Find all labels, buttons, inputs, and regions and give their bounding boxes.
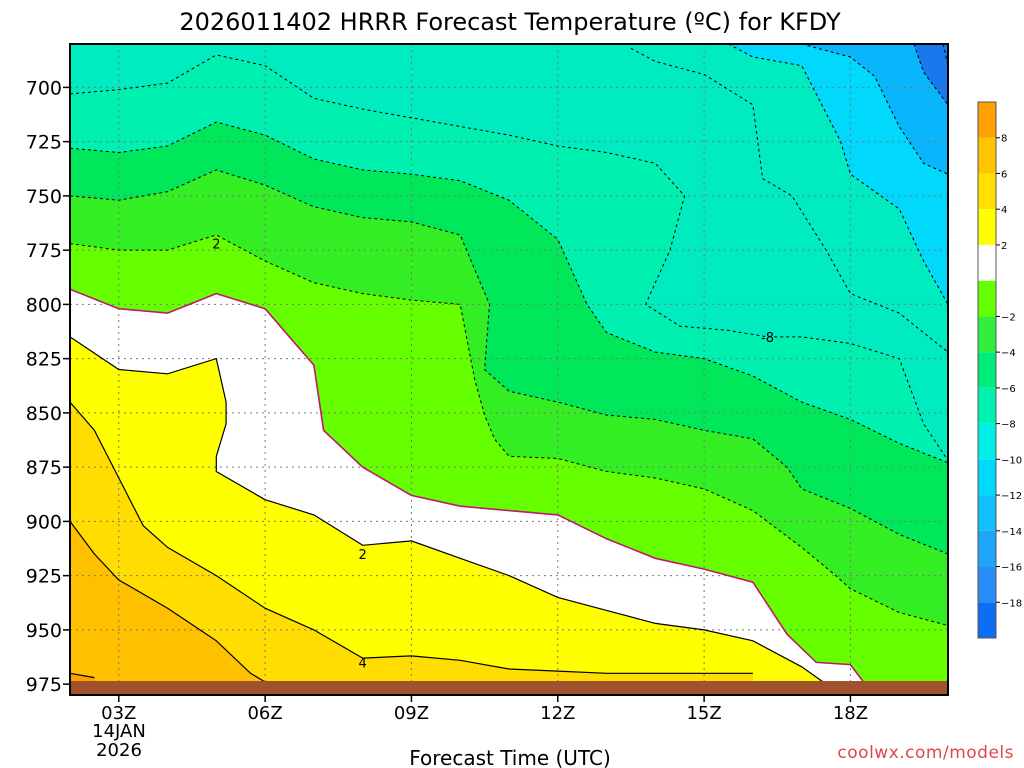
colorbar-frame: [977, 101, 997, 639]
x-tick-label: 03Z: [101, 703, 136, 724]
y-axis: 700 725 750 775 800 825 850 875 900 925 950 975: [26, 77, 70, 696]
colorbar: 8 6 4 2 −2 −4 −6 −8 −10 −12 −14 −16 −18: [977, 101, 1022, 639]
colorbar-segment: [978, 602, 996, 638]
colorbar-segment: [978, 423, 996, 460]
y-tick-label: 900: [26, 511, 62, 533]
y-tick-label: 975: [26, 674, 62, 696]
contour-label: 2: [359, 548, 367, 563]
colorbar-tick-label: −2: [1001, 312, 1016, 323]
plot-frame: [69, 43, 949, 696]
isotherm-line: [801, 43, 949, 175]
colorbar-tick-label: −12: [1001, 491, 1022, 502]
colorbar-segment: [978, 530, 996, 567]
colorbar-segment: [978, 495, 996, 531]
isotherm-line: [913, 43, 949, 106]
date-label-year: 2026: [96, 740, 142, 761]
warm-isotherm-line: [69, 401, 753, 674]
x-tick-label: 18Z: [833, 703, 868, 724]
freezing-line: [69, 288, 866, 685]
plot-area: 2 -8 2 4: [69, 43, 949, 696]
colorbar-segment: [978, 316, 996, 353]
x-tick-label: 12Z: [540, 703, 575, 724]
band-minus-16: [913, 44, 948, 105]
colorbar-segment: [978, 244, 996, 281]
contour-label: 2: [212, 238, 220, 253]
colorbar-segment: [978, 137, 996, 174]
colorbar-segment: [978, 173, 996, 210]
y-tick-label: 850: [26, 403, 62, 425]
colorbar-tick-label: −18: [1001, 598, 1022, 609]
warm-isotherm-line: [69, 672, 95, 679]
x-tick-label: 06Z: [247, 703, 282, 724]
colorbar-segment: [978, 102, 996, 138]
x-tick-label: 15Z: [686, 703, 721, 724]
colorbar-tick-label: −14: [1001, 527, 1022, 538]
colorbar-segment: [978, 209, 996, 245]
y-tick-label: 950: [26, 620, 62, 642]
y-tick-label: 875: [26, 457, 62, 479]
ground-surface: [70, 681, 948, 695]
colorbar-tick-label: 2: [1001, 241, 1007, 252]
colorbar-segment: [978, 280, 996, 317]
isotherm-line: [630, 47, 949, 353]
y-tick-label: 825: [26, 349, 62, 371]
y-tick-label: 800: [26, 294, 62, 316]
colorbar-tick-label: −16: [1001, 563, 1022, 574]
date-label-day: 14JAN: [92, 721, 146, 742]
colorbar-segment: [978, 459, 996, 496]
band-warmer-than-4: [70, 402, 753, 695]
contour-label: 4: [359, 656, 367, 671]
y-tick-label: 750: [26, 186, 62, 208]
x-axis: 03Z 06Z 09Z 12Z 15Z 18Z: [101, 695, 868, 724]
x-axis-label: Forecast Time (UTC): [409, 746, 611, 768]
colorbar-tick-label: 6: [1001, 169, 1007, 180]
colorbar-tick-label: 4: [1001, 205, 1007, 216]
chart-title: 2026011402 HRRR Forecast Temperature (ºC…: [179, 8, 841, 36]
warm-isotherm-line: [69, 521, 266, 683]
y-tick-label: 775: [26, 240, 62, 262]
colorbar-segment: [978, 352, 996, 388]
credit-text: coolwx.com/models: [837, 743, 1014, 763]
colorbar-tick-label: −8: [1001, 420, 1016, 431]
colorbar-tick-label: −4: [1001, 348, 1016, 359]
y-tick-label: 925: [26, 566, 62, 588]
y-tick-label: 725: [26, 132, 62, 154]
colorbar-tick-label: −10: [1001, 455, 1022, 466]
colorbar-segment: [978, 566, 996, 603]
y-tick-label: 700: [26, 77, 62, 99]
isotherm-line: [69, 234, 949, 627]
contour-label: -8: [761, 331, 774, 346]
colorbar-tick-label: 8: [1001, 134, 1007, 145]
colorbar-segment: [978, 387, 996, 424]
colorbar-tick-label: −6: [1001, 384, 1016, 395]
contour-labels: 2 -8 2 4: [212, 238, 774, 672]
x-tick-label: 09Z: [394, 703, 429, 724]
isotherm-contours: [69, 43, 949, 685]
warm-isotherm-line: [69, 336, 827, 685]
